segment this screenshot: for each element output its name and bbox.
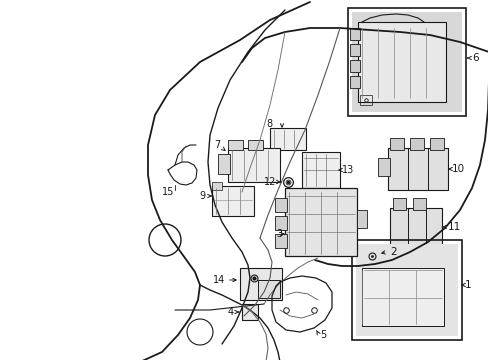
- Text: 10: 10: [451, 164, 464, 174]
- Bar: [240, 268, 282, 300]
- Bar: [377, 158, 389, 176]
- Bar: [349, 60, 359, 72]
- Text: 4: 4: [227, 307, 234, 317]
- Text: 13: 13: [341, 165, 353, 175]
- Bar: [242, 304, 258, 320]
- Bar: [407, 148, 427, 190]
- Bar: [429, 138, 443, 150]
- Bar: [389, 208, 441, 246]
- Bar: [302, 152, 339, 188]
- Bar: [351, 240, 461, 340]
- Bar: [357, 22, 445, 102]
- Text: 11: 11: [447, 222, 460, 232]
- Bar: [351, 12, 461, 112]
- Bar: [274, 216, 286, 230]
- Bar: [349, 28, 359, 40]
- Bar: [218, 154, 229, 174]
- Bar: [361, 268, 443, 326]
- Text: 6: 6: [471, 53, 478, 63]
- Text: 7: 7: [213, 140, 220, 150]
- Bar: [258, 280, 280, 298]
- Bar: [347, 8, 465, 116]
- Bar: [227, 140, 243, 150]
- Bar: [247, 140, 263, 150]
- Text: 5: 5: [319, 330, 325, 340]
- Bar: [359, 95, 371, 105]
- Text: 8: 8: [265, 119, 271, 129]
- Bar: [285, 188, 356, 256]
- Bar: [412, 198, 425, 210]
- Bar: [425, 208, 441, 246]
- Bar: [392, 198, 405, 210]
- Bar: [274, 234, 286, 248]
- Bar: [387, 148, 447, 190]
- Bar: [227, 148, 280, 182]
- Bar: [355, 244, 457, 336]
- Bar: [389, 138, 403, 150]
- Bar: [389, 208, 407, 246]
- Bar: [409, 138, 423, 150]
- Text: 14: 14: [212, 275, 224, 285]
- Text: 12: 12: [263, 177, 275, 187]
- Bar: [269, 128, 305, 150]
- Text: 3: 3: [275, 229, 282, 239]
- Text: 15: 15: [162, 187, 174, 197]
- Text: 1: 1: [464, 280, 470, 290]
- Bar: [427, 148, 447, 190]
- Bar: [274, 198, 286, 212]
- Bar: [407, 208, 425, 246]
- Text: 2: 2: [389, 247, 396, 257]
- Bar: [356, 210, 366, 228]
- Bar: [349, 44, 359, 56]
- Bar: [212, 186, 253, 216]
- Text: 9: 9: [200, 191, 205, 201]
- Bar: [349, 76, 359, 88]
- Bar: [387, 148, 407, 190]
- Bar: [212, 182, 222, 190]
